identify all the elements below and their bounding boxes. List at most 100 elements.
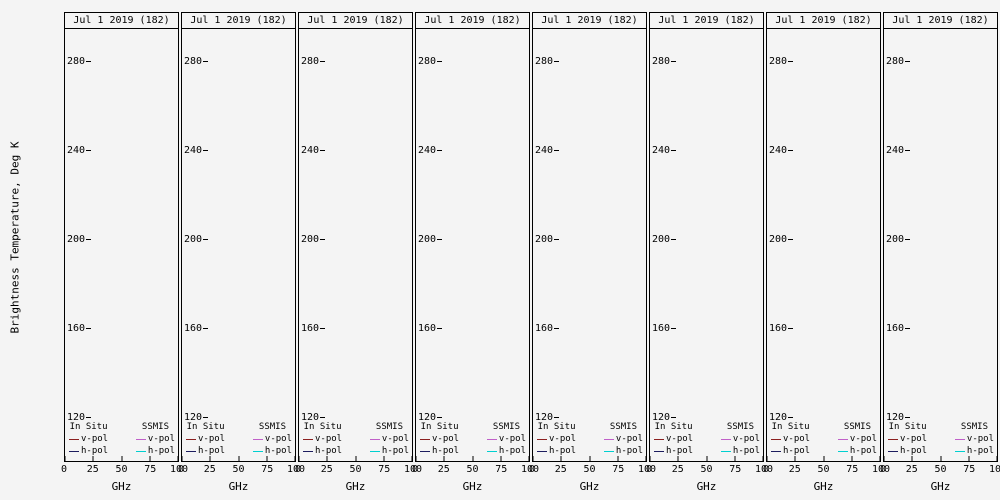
legend-label: v-pol [900, 434, 928, 444]
h-pol-line-swatch [369, 450, 380, 452]
x-tick-mark [383, 456, 385, 461]
legend-entry: h-pol [537, 446, 576, 456]
plot-box: Jul 1 2019 (182) 280 240 200 160 120 In Situ v… [298, 12, 413, 462]
x-tick-label: 25 [671, 464, 684, 475]
x-tick-mark [92, 456, 94, 461]
x-tick-label: 100 [988, 464, 1000, 475]
y-tick-label: 280 [886, 55, 905, 67]
legend-label: v-pol [381, 434, 409, 444]
legend-column: In Situ v-pol h-pol [69, 422, 108, 456]
x-tick-mark [411, 456, 413, 461]
v-pol-line-swatch [954, 438, 965, 440]
y-tick-label: 200 [652, 233, 671, 245]
y-tick-mark [905, 238, 911, 240]
v-pol-line-swatch [135, 438, 146, 440]
y-tick-label: 120 [535, 411, 554, 423]
legend-entry: v-pol [771, 434, 810, 444]
legend-header: In Situ [537, 422, 576, 432]
y-tick-label: 240 [535, 144, 554, 156]
x-tick-mark [528, 456, 530, 461]
legend-label: v-pol [432, 434, 460, 444]
legend-label: h-pol [81, 446, 109, 456]
legend-label: v-pol [198, 434, 226, 444]
x-tick-labels-row: 0 25 50 75 100 [61, 464, 188, 476]
legend-header: SSMIS [258, 422, 286, 432]
y-tick-label: 160 [886, 322, 905, 334]
x-tick-mark [177, 456, 179, 461]
x-tick-label: 0 [762, 464, 770, 475]
y-tick-label: 200 [184, 233, 203, 245]
y-tick: 120 [652, 412, 677, 423]
legend: In Situ v-pol h-pol SSMIS v-pol h-pol [771, 422, 877, 456]
x-tick-label: 50 [232, 464, 245, 475]
h-pol-line-swatch [69, 450, 79, 452]
x-tick-mark [149, 456, 151, 461]
h-pol-line-swatch [252, 450, 263, 452]
x-tick-labels-row: 0 25 50 75 100 [529, 464, 656, 476]
panel: Jul 1 2019 (182) 280 240 200 160 120 In Situ v… [646, 12, 773, 498]
legend-entry: v-pol [369, 434, 409, 444]
x-tick-label: 25 [437, 464, 450, 475]
legend-entry: v-pol [537, 434, 576, 444]
legend-entry: h-pol [888, 446, 927, 456]
legend: In Situ v-pol h-pol SSMIS v-pol h-pol [888, 422, 994, 456]
h-pol-line-swatch [654, 450, 664, 452]
x-tick-label: 0 [411, 464, 419, 475]
legend-entry: v-pol [888, 434, 927, 444]
x-tick-labels-row: 0 25 50 75 100 [880, 464, 1000, 476]
y-tick: 200 [535, 233, 560, 245]
y-tick: 280 [67, 56, 92, 67]
y-tick-label: 120 [418, 411, 437, 423]
panel-title: Jul 1 2019 (182) [650, 13, 763, 29]
y-tick-mark [905, 60, 911, 62]
legend-entry: v-pol [135, 434, 175, 444]
plot-box: Jul 1 2019 (182) 280 240 200 160 120 In Situ v… [532, 12, 647, 462]
y-tick-label: 120 [769, 411, 788, 423]
legend-label: h-pol [315, 446, 343, 456]
x-tick-label: 25 [320, 464, 333, 475]
legend-label: h-pol [849, 446, 877, 456]
h-pol-line-swatch [135, 450, 146, 452]
legend-label: v-pol [666, 434, 694, 444]
y-tick: 120 [535, 411, 560, 423]
legend-entry: h-pol [303, 446, 342, 456]
y-tick-label: 200 [535, 233, 554, 245]
plot-area: 280 240 200 160 120 In Situ v-pol h-pol SSMIS v-p… [415, 29, 530, 461]
y-tick: 280 [301, 56, 326, 67]
legend-header: In Situ [420, 422, 459, 432]
panel-title: Jul 1 2019 (182) [65, 13, 178, 29]
h-pol-line-swatch [186, 450, 196, 452]
x-tick-label: 25 [554, 464, 567, 475]
x-tick-label: 25 [86, 464, 99, 475]
x-tick-mark [238, 456, 239, 461]
panel-title: Jul 1 2019 (182) [767, 13, 880, 29]
legend-column: SSMIS v-pol h-pol [954, 422, 994, 456]
x-tick-mark [326, 456, 328, 461]
y-tick-label: 160 [769, 322, 788, 334]
v-pol-line-swatch [837, 438, 848, 440]
legend: In Situ v-pol h-pol SSMIS v-pol h-pol [69, 422, 175, 456]
x-tick-label: 0 [294, 464, 302, 475]
h-pol-line-swatch [837, 450, 848, 452]
y-axis-title: Brightness Temperature, Deg K [0, 12, 30, 462]
h-pol-line-swatch [537, 450, 547, 452]
y-tick-label: 200 [769, 233, 788, 245]
x-axis-title: GHz [930, 480, 951, 493]
y-tick-label: 280 [535, 55, 554, 67]
x-tick-label: 50 [934, 464, 947, 475]
legend-label: h-pol [732, 446, 760, 456]
y-tick-mark [788, 60, 794, 62]
legend-entry: h-pol [369, 446, 409, 456]
x-tick-label: 50 [583, 464, 596, 475]
x-tick-label: 75 [144, 464, 157, 475]
plot-area: 280 240 200 160 120 In Situ v-pol h-pol SSMIS v-p… [532, 29, 647, 461]
x-tick-label: 100 [286, 464, 306, 475]
x-axis-title: GHz [345, 480, 366, 493]
y-tick: 120 [418, 411, 443, 423]
h-pol-line-swatch [888, 450, 898, 452]
legend: In Situ v-pol h-pol SSMIS v-pol h-pol [654, 422, 760, 456]
y-tick-mark [86, 238, 92, 240]
y-tick-label: 160 [301, 322, 320, 334]
y-tick-mark [671, 149, 677, 151]
legend-header: In Situ [69, 422, 108, 432]
